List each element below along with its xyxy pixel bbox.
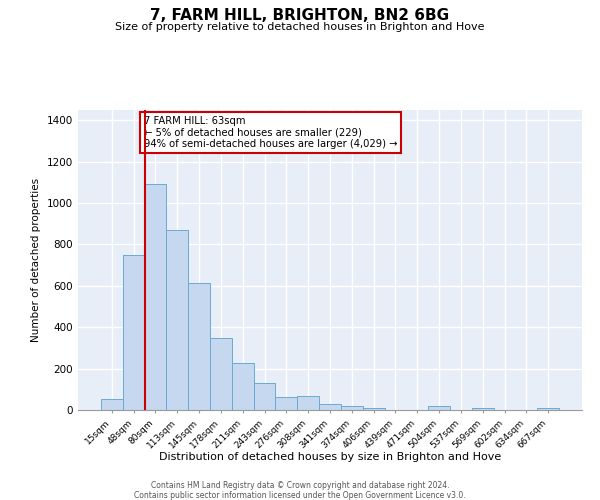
Bar [275,396,297,410]
Bar [254,382,275,410]
Bar [166,230,188,410]
Text: Contains public sector information licensed under the Open Government Licence v3: Contains public sector information licen… [134,491,466,500]
Bar [472,408,494,410]
Bar [319,404,341,410]
Bar [428,406,450,410]
Text: Distribution of detached houses by size in Brighton and Hove: Distribution of detached houses by size … [159,452,501,462]
Text: Size of property relative to detached houses in Brighton and Hove: Size of property relative to detached ho… [115,22,485,32]
Bar [188,283,210,410]
Text: Contains HM Land Registry data © Crown copyright and database right 2024.: Contains HM Land Registry data © Crown c… [151,481,449,490]
Y-axis label: Number of detached properties: Number of detached properties [31,178,41,342]
Bar [363,408,385,410]
Bar [537,408,559,410]
Bar [123,255,145,410]
Bar [101,398,123,410]
Bar [210,338,232,410]
Text: 7, FARM HILL, BRIGHTON, BN2 6BG: 7, FARM HILL, BRIGHTON, BN2 6BG [151,8,449,22]
Bar [145,184,166,410]
Text: 7 FARM HILL: 63sqm
← 5% of detached houses are smaller (229)
94% of semi-detache: 7 FARM HILL: 63sqm ← 5% of detached hous… [143,116,397,149]
Bar [341,406,363,410]
Bar [232,363,254,410]
Bar [297,396,319,410]
